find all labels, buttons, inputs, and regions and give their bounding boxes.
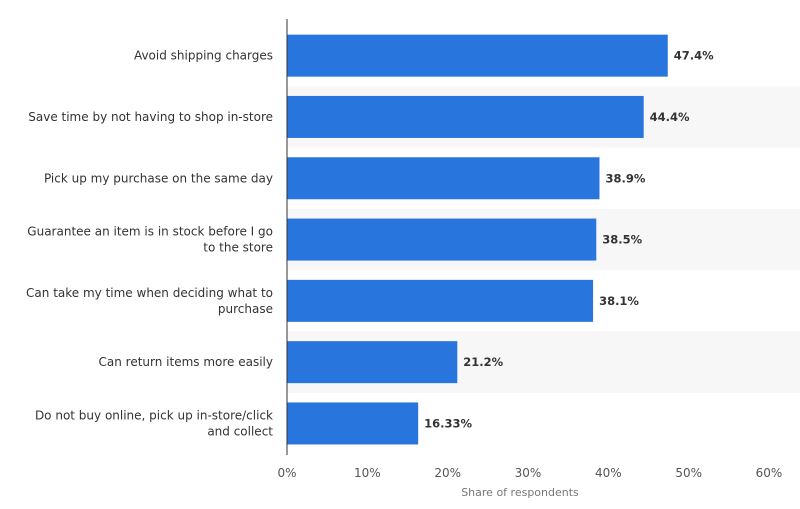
value-label: 44.4% xyxy=(650,110,690,124)
bar[interactable] xyxy=(287,279,594,322)
category-label: Guarantee an item is in stock before I g… xyxy=(27,225,273,239)
bar[interactable] xyxy=(287,157,600,200)
value-label: 21.2% xyxy=(463,355,503,369)
category-label: Can return items more easily xyxy=(99,355,274,369)
x-tick-label: 20% xyxy=(434,466,461,480)
category-label: Can take my time when deciding what to xyxy=(26,286,273,300)
x-axis-title: Share of respondents xyxy=(461,486,579,499)
x-tick-label: 30% xyxy=(515,466,542,480)
value-label: 38.1% xyxy=(599,294,639,308)
category-label: Avoid shipping charges xyxy=(134,49,273,63)
x-tick-label: 0% xyxy=(277,466,296,480)
value-label: 38.5% xyxy=(602,233,642,247)
bar[interactable] xyxy=(287,95,644,138)
value-label: 38.9% xyxy=(605,171,645,185)
x-tick-label: 40% xyxy=(595,466,622,480)
x-tick-label: 10% xyxy=(354,466,381,480)
value-label: 16.33% xyxy=(424,416,472,430)
category-label: to the store xyxy=(203,241,273,255)
category-label: and collect xyxy=(207,424,273,438)
value-label: 47.4% xyxy=(674,49,714,63)
category-label: Save time by not having to shop in-store xyxy=(28,110,273,124)
bar[interactable] xyxy=(287,402,419,445)
category-label: Pick up my purchase on the same day xyxy=(44,171,273,185)
bar[interactable] xyxy=(287,34,668,77)
x-tick-label: 50% xyxy=(675,466,702,480)
category-label: Do not buy online, pick up in-store/clic… xyxy=(35,408,273,422)
bar[interactable] xyxy=(287,341,458,384)
category-label: purchase xyxy=(218,302,273,316)
x-tick-label: 60% xyxy=(756,466,783,480)
bar[interactable] xyxy=(287,218,597,261)
